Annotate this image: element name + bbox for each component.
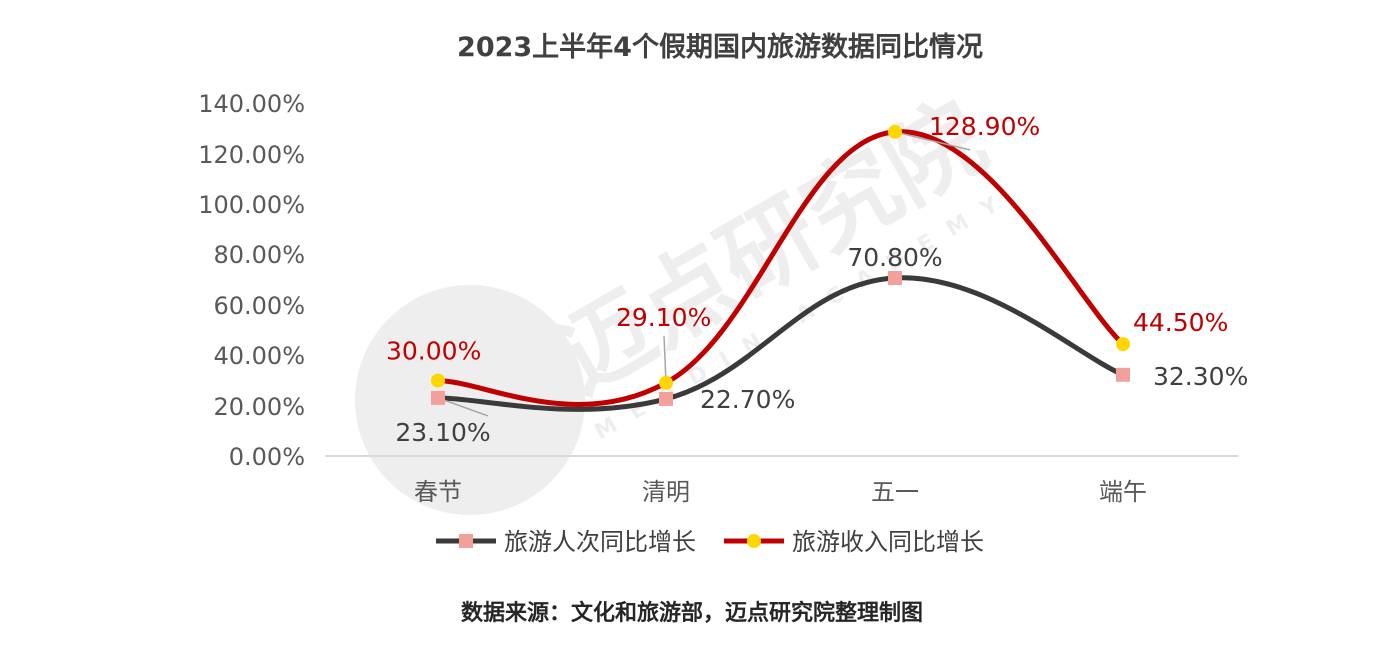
- y-tick-label: 20.00%: [213, 393, 305, 421]
- x-category-label: 清明: [642, 478, 690, 506]
- data-label: 44.50%: [1133, 308, 1228, 337]
- series-layer: [435, 129, 1126, 412]
- y-tick-label: 120.00%: [198, 141, 305, 169]
- data-label-leader-line: [894, 131, 971, 151]
- series-line-visitors: [435, 275, 1126, 412]
- watermark: 迈点研究院 MEADIN ACADEMY: [355, 82, 1019, 515]
- data-label-layer: 23.10% 22.70% 70.80% 32.30% 30.00% 29.10% 128.…: [386, 112, 1248, 447]
- x-category-label: 端午: [1099, 478, 1147, 506]
- source-note: 数据来源：文化和旅游部，迈点研究院整理制图: [461, 600, 923, 626]
- x-category-label: 春节: [414, 478, 462, 506]
- x-category-label: 五一: [871, 478, 919, 506]
- data-label-leader-line: [663, 335, 667, 383]
- data-label: 70.80%: [847, 243, 942, 272]
- legend-item-visitors: 旅游人次同比增长: [436, 528, 696, 556]
- data-point-marker: [659, 375, 673, 390]
- y-tick-label: 0.00%: [229, 443, 305, 471]
- data-point-marker: [888, 270, 902, 285]
- data-label: 30.00%: [386, 337, 481, 366]
- legend-label-visitors: 旅游人次同比增长: [504, 528, 696, 556]
- data-label: 22.70%: [700, 385, 795, 414]
- chart-title: 2023上半年4个假期国内旅游数据同比情况: [457, 31, 983, 63]
- series-line-revenue: [435, 129, 1126, 407]
- legend: 旅游人次同比增长 旅游收入同比增长: [436, 528, 984, 556]
- x-axis: 春节 清明 五一 端午: [414, 478, 1147, 506]
- y-tick-label: 40.00%: [213, 342, 305, 370]
- data-label: 29.10%: [616, 303, 711, 332]
- data-label: 32.30%: [1153, 362, 1248, 391]
- y-axis: 0.00% 20.00% 40.00% 60.00% 80.00% 100.00…: [198, 90, 305, 471]
- y-tick-label: 60.00%: [213, 292, 305, 320]
- y-tick-label: 100.00%: [198, 191, 305, 219]
- data-point-marker: [888, 124, 902, 139]
- data-label: 23.10%: [395, 418, 490, 447]
- legend-marker-square: [459, 534, 473, 548]
- data-point-marker: [431, 373, 445, 388]
- data-label: 128.90%: [929, 112, 1040, 141]
- legend-label-revenue: 旅游收入同比增长: [792, 528, 984, 556]
- data-point-marker: [1116, 337, 1130, 352]
- data-point-marker: [1116, 367, 1130, 382]
- data-label-leader-line: [437, 397, 489, 417]
- data-point-marker: [659, 391, 673, 406]
- y-tick-label: 140.00%: [198, 90, 305, 118]
- data-point-marker: [431, 390, 445, 405]
- legend-marker-circle: [747, 534, 761, 548]
- legend-item-revenue: 旅游收入同比增长: [724, 528, 984, 556]
- y-tick-label: 80.00%: [213, 241, 305, 269]
